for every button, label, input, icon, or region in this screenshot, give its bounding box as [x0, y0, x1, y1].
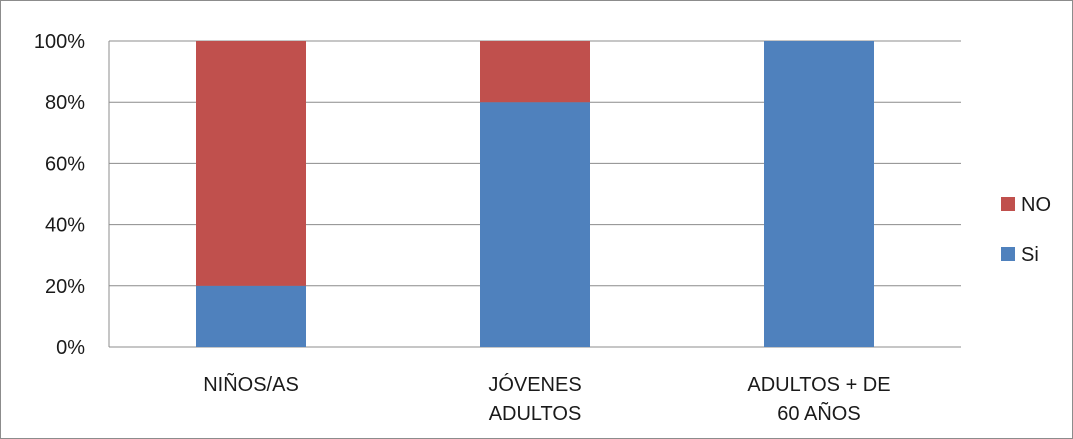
legend-label-si: Si	[1021, 244, 1039, 266]
x-category-label: 60 AÑOS	[777, 401, 860, 425]
bar-no	[480, 41, 590, 103]
x-category-label: ADULTOS	[489, 403, 582, 425]
y-tick-label: 0%	[56, 337, 85, 359]
bar-si	[480, 102, 590, 347]
y-tick-label: 60%	[45, 153, 85, 175]
bar-si	[196, 285, 306, 347]
bar-si	[764, 41, 874, 347]
y-tick-label: 100%	[34, 31, 85, 53]
legend-swatch-si	[1001, 247, 1015, 261]
bar-no	[196, 41, 306, 286]
y-tick-label: 40%	[45, 215, 85, 237]
x-category-label: ADULTOS + DE	[747, 374, 890, 396]
x-category-label: NIÑOS/AS	[203, 372, 299, 396]
y-tick-label: 20%	[45, 276, 85, 298]
legend-swatch-no	[1001, 197, 1015, 211]
x-category-label: JÓVENES	[488, 373, 581, 396]
legend-label-no: NO	[1021, 194, 1051, 216]
y-tick-label: 80%	[45, 92, 85, 114]
